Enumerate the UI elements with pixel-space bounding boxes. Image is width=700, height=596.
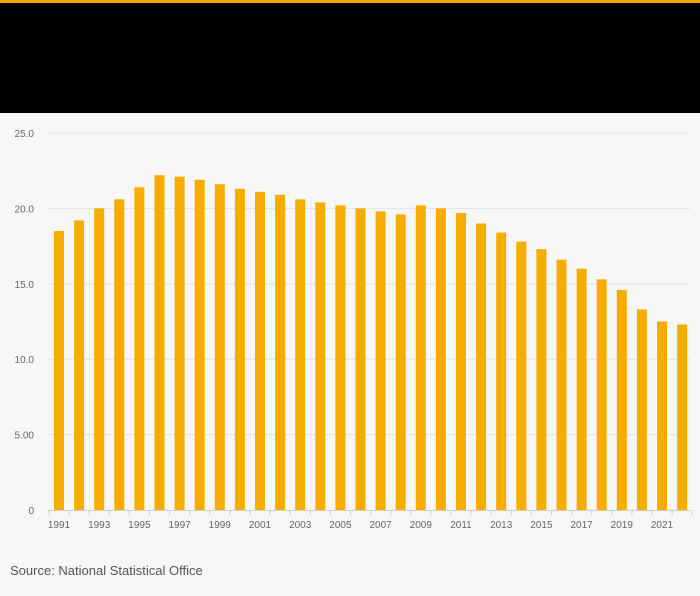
bar-1993 <box>94 208 105 510</box>
x-tick-label: 2003 <box>289 520 312 531</box>
bar-1994 <box>114 199 125 510</box>
bar-1991 <box>54 231 64 510</box>
y-tick-label: 25.0 <box>15 129 35 140</box>
bar-2009 <box>415 205 426 510</box>
bar-2021 <box>657 321 667 510</box>
header-banner <box>0 3 700 113</box>
bar-2010 <box>435 208 446 510</box>
x-tick-label: 2015 <box>530 520 553 531</box>
x-tick-label: 2001 <box>249 520 272 531</box>
x-tick-label: 2011 <box>450 520 472 531</box>
x-tick-label: 1991 <box>48 520 71 531</box>
bar-layer <box>54 175 688 511</box>
y-tick-label: 0 <box>28 506 34 517</box>
x-tick-label: 2021 <box>651 520 674 531</box>
accent-top-line <box>0 0 700 3</box>
bar-1999 <box>214 184 225 510</box>
bar-2003 <box>295 199 306 510</box>
x-tick-label: 1997 <box>168 520 191 531</box>
bar-1996 <box>154 175 165 510</box>
bar-2015 <box>536 249 547 510</box>
x-tick-label: 2019 <box>611 520 634 531</box>
bar-2000 <box>234 188 245 510</box>
bar-2020 <box>636 309 647 510</box>
bar-2008 <box>395 214 406 510</box>
x-tick-label: 2007 <box>369 520 392 531</box>
bar-2022 <box>677 324 688 510</box>
y-tick-label: 15.0 <box>15 280 35 291</box>
bar-2013 <box>496 232 507 510</box>
bar-1998 <box>194 179 205 511</box>
bar-1995 <box>134 187 145 510</box>
y-tick-label: 10.0 <box>15 355 35 366</box>
y-tick-label: 5.00 <box>15 431 35 442</box>
bar-2004 <box>315 202 326 511</box>
x-tick-label: 1993 <box>88 520 111 531</box>
bar-1992 <box>74 220 85 510</box>
axis-layer: 0 5.00 10.0 15.0 20.0 25.0 1991 1993 1995 1997 199… <box>15 129 693 531</box>
chart-svg: 0 5.00 10.0 15.0 20.0 25.0 1991 1993 1995 1997 199… <box>15 129 693 531</box>
x-tick-label: 1999 <box>209 520 232 531</box>
bar-2012 <box>476 223 487 510</box>
x-tick-label: 2013 <box>490 520 513 531</box>
bar-2018 <box>596 279 607 510</box>
bar-2019 <box>616 289 627 510</box>
x-tick-label: 2017 <box>570 520 593 531</box>
x-tick-label: 2005 <box>329 520 352 531</box>
bar-1997 <box>174 176 185 510</box>
x-tick-label: 1995 <box>128 520 151 531</box>
bar-2002 <box>275 194 286 510</box>
bar-2017 <box>576 268 587 510</box>
bar-2016 <box>556 259 567 510</box>
bar-2006 <box>355 208 366 510</box>
bar-2005 <box>335 205 346 510</box>
bar-2014 <box>516 241 527 511</box>
bar-2011 <box>456 212 466 510</box>
x-tick-label: 2009 <box>410 520 433 531</box>
bar-chart: 0 5.00 10.0 15.0 20.0 25.0 1991 1993 1995 1997 199… <box>0 113 700 543</box>
bar-2001 <box>255 191 265 510</box>
source-note: Source: National Statistical Office <box>10 563 203 578</box>
bar-2007 <box>375 211 386 510</box>
y-tick-label: 20.0 <box>15 204 35 215</box>
